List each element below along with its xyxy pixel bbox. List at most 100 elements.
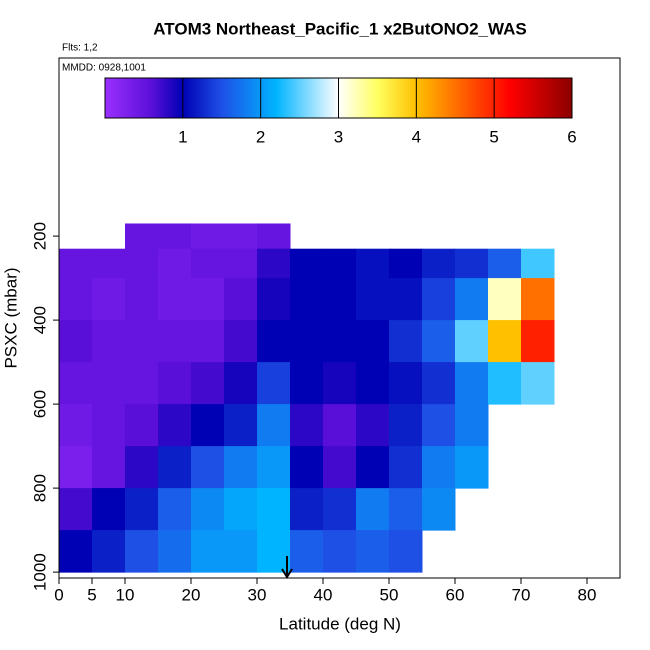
cell <box>59 488 93 531</box>
cell <box>92 446 126 489</box>
cell <box>389 248 423 279</box>
colorbar-tick-label: 5 <box>489 127 498 146</box>
cell <box>191 488 225 531</box>
cell <box>125 404 159 447</box>
cell <box>224 488 258 531</box>
y-tick-label: 800 <box>30 474 49 502</box>
x-tick-label: 40 <box>314 585 333 604</box>
cell <box>224 320 258 363</box>
arrow <box>281 556 293 579</box>
cell <box>290 488 324 531</box>
cell <box>257 446 291 489</box>
cell <box>290 446 324 489</box>
cell <box>323 488 357 531</box>
cell <box>356 446 390 489</box>
cell <box>257 488 291 531</box>
plot-frame <box>58 57 621 579</box>
cell <box>191 530 225 573</box>
cell <box>356 362 390 405</box>
y-tick-label: 200 <box>30 222 49 250</box>
cell <box>323 278 357 321</box>
cell <box>224 404 258 447</box>
cell <box>488 278 522 321</box>
cell <box>92 248 126 279</box>
cell <box>59 446 93 489</box>
x-tick-label: 50 <box>380 585 399 604</box>
cell <box>158 488 192 531</box>
cell <box>92 320 126 363</box>
cell <box>422 488 456 531</box>
cell <box>125 320 159 363</box>
cell <box>191 404 225 447</box>
cell <box>455 446 489 489</box>
cell <box>422 320 456 363</box>
cell <box>290 362 324 405</box>
cell <box>257 223 291 250</box>
x-tick-label: 20 <box>182 585 201 604</box>
cell <box>290 248 324 279</box>
cell <box>290 530 324 573</box>
cell <box>455 404 489 447</box>
cell <box>191 320 225 363</box>
cell <box>389 530 423 573</box>
cell <box>290 278 324 321</box>
cell <box>59 530 93 573</box>
cell <box>158 404 192 447</box>
chart-title: ATOM3 Northeast_Pacific_1 x2ButONO2_WAS <box>153 19 527 38</box>
heatmap <box>59 223 555 573</box>
cell <box>125 530 159 573</box>
cell <box>92 278 126 321</box>
y-axis-label: PSXC (mbar) <box>1 267 20 368</box>
cell <box>158 362 192 405</box>
cell <box>422 362 456 405</box>
cell <box>389 446 423 489</box>
cell <box>158 278 192 321</box>
cell <box>356 530 390 573</box>
cell <box>488 248 522 279</box>
flights-label: Flts: 1,2 <box>62 43 98 54</box>
cell <box>422 404 456 447</box>
cell <box>290 404 324 447</box>
cell <box>488 320 522 363</box>
cell <box>191 362 225 405</box>
cell <box>92 404 126 447</box>
cell <box>59 248 93 279</box>
colorbar-tick-label: 3 <box>334 127 343 146</box>
cell <box>158 530 192 573</box>
colorbar-tick-label: 6 <box>567 127 576 146</box>
cell <box>356 488 390 531</box>
y-tick-label: 1000 <box>30 553 49 591</box>
cell <box>323 530 357 573</box>
cell <box>521 362 555 405</box>
cell <box>257 248 291 279</box>
x-axis-label: Latitude (deg N) <box>279 614 401 633</box>
cell <box>224 248 258 279</box>
y-tick-label: 400 <box>30 306 49 334</box>
x-tick-label: 70 <box>512 585 531 604</box>
cell <box>422 446 456 489</box>
dates-label: MMDD: 0928,1001 <box>62 63 146 74</box>
cell <box>290 320 324 363</box>
cell <box>224 530 258 573</box>
cell <box>92 530 126 573</box>
cell <box>323 362 357 405</box>
cell <box>125 278 159 321</box>
colorbar-tick-label: 4 <box>412 127 421 146</box>
cell <box>389 278 423 321</box>
x-tick-label: 5 <box>87 585 96 604</box>
cell <box>422 248 456 279</box>
cell <box>455 248 489 279</box>
cell <box>125 488 159 531</box>
cell <box>323 446 357 489</box>
cell <box>59 362 93 405</box>
cell <box>191 446 225 489</box>
cell <box>521 278 555 321</box>
cell <box>158 223 192 250</box>
cell <box>389 404 423 447</box>
cell <box>224 362 258 405</box>
cell <box>521 320 555 363</box>
colorbar-tick-label: 1 <box>178 127 187 146</box>
cell <box>323 248 357 279</box>
colorbar-tick-label: 2 <box>256 127 265 146</box>
